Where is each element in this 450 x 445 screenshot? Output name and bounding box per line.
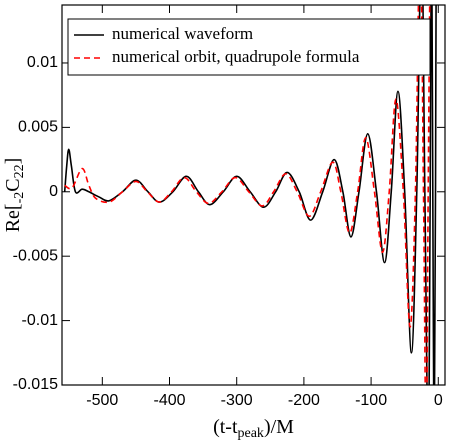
x-tick-label: -200: [288, 392, 320, 409]
y-tick-label: -0.005: [13, 247, 58, 264]
x-axis-label: (t-tpeak)/M: [213, 416, 294, 442]
y-tick-label: -0.01: [22, 312, 59, 329]
y-axis-label-part: 22: [12, 164, 27, 178]
x-tick-label: -300: [221, 392, 253, 409]
x-axis-label-part: peak: [238, 426, 264, 441]
y-axis-label-part: -2: [12, 192, 27, 204]
x-tick-label: -100: [355, 392, 387, 409]
y-axis-label-part: ]: [2, 158, 24, 165]
y-axis-label-part: Re[: [2, 203, 24, 232]
x-tick-label: -400: [153, 392, 185, 409]
legend-label: numerical waveform: [112, 24, 253, 43]
y-axis-label: Re[-2C22]: [2, 158, 28, 233]
x-tick-label: 0: [434, 392, 443, 409]
x-axis-label-part: )/M: [264, 416, 294, 438]
plot-frame: [61, 4, 446, 386]
y-tick-label: 0.01: [27, 54, 58, 71]
legend-label: numerical orbit, quadrupole formula: [112, 47, 360, 66]
y-axis-label-part: C: [2, 178, 24, 191]
y-tick-label: -0.015: [13, 376, 58, 393]
y-tick-label: 0.005: [18, 119, 58, 136]
x-tick-label: -500: [86, 392, 118, 409]
x-axis-label-part: (t-t: [213, 416, 238, 438]
y-tick-label: 0: [49, 183, 58, 200]
legend-box: [67, 18, 431, 76]
plot-lines: [63, 5, 437, 385]
data-line: [64, 5, 431, 385]
